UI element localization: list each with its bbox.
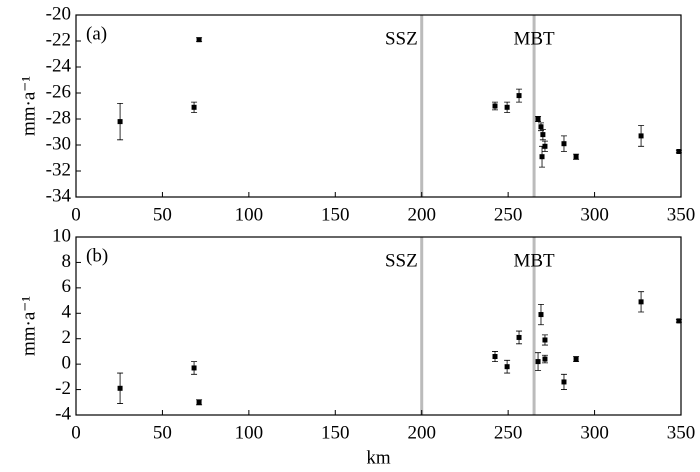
data-point	[676, 318, 682, 324]
x-axis-label: km	[366, 447, 391, 468]
y-tick-label: -24	[46, 55, 72, 76]
data-point	[117, 119, 123, 125]
x-tick-label: 200	[407, 422, 436, 443]
y-tick-label: -22	[46, 29, 71, 50]
y-tick-label: -30	[46, 133, 71, 154]
reference-label: SSZ	[385, 250, 418, 271]
plot-frame	[75, 236, 682, 416]
data-point	[539, 154, 545, 160]
data-point	[676, 149, 682, 154]
y-tick-label: 8	[62, 251, 72, 272]
data-point	[191, 104, 197, 110]
x-tick-label: 100	[235, 204, 264, 225]
y-tick-label: 6	[62, 276, 72, 297]
data-point	[573, 154, 579, 160]
data-point	[538, 124, 544, 130]
x-tick-label: 300	[580, 204, 609, 225]
data-point	[191, 365, 197, 371]
data-point	[196, 399, 202, 405]
reference-label: MBT	[513, 28, 555, 49]
y-axis-label: mm·a⁻¹	[18, 296, 39, 356]
x-tick-label: 250	[494, 422, 523, 443]
x-tick-label: 250	[494, 204, 523, 225]
y-tick-label: 4	[62, 302, 72, 323]
y-tick-label: 0	[62, 353, 72, 374]
x-tick-label: 0	[71, 422, 81, 443]
x-tick-label: 350	[667, 204, 696, 225]
x-tick-label: 50	[153, 204, 172, 225]
x-tick-label: 150	[321, 204, 350, 225]
y-tick-label: -34	[46, 185, 72, 206]
panel-label: (b)	[86, 245, 108, 266]
x-tick-label: 100	[235, 422, 264, 443]
y-tick-label: -28	[46, 107, 71, 128]
y-axis-label: mm·a⁻¹	[18, 76, 39, 136]
y-tick-label: 10	[52, 225, 71, 246]
y-tick-label: -4	[55, 403, 71, 424]
x-tick-label: 200	[407, 204, 436, 225]
data-point	[535, 359, 541, 365]
x-tick-label: 50	[153, 422, 172, 443]
data-point	[638, 133, 644, 139]
data-point	[516, 93, 522, 99]
y-tick-label: -26	[46, 81, 71, 102]
data-point	[492, 103, 498, 109]
y-tick-label: -2	[55, 378, 71, 399]
reference-label: MBT	[513, 250, 555, 271]
data-point	[492, 354, 498, 360]
reference-label: SSZ	[385, 28, 418, 49]
data-point	[561, 379, 567, 385]
data-point	[542, 356, 548, 362]
data-point	[542, 337, 548, 343]
data-point	[516, 334, 522, 340]
y-tick-label: -20	[46, 3, 71, 24]
data-point	[540, 132, 546, 138]
y-tick-label: 2	[62, 327, 72, 348]
x-tick-label: 350	[667, 422, 696, 443]
x-tick-label: 150	[321, 422, 350, 443]
data-point	[638, 299, 644, 305]
y-tick-label: -32	[46, 159, 71, 180]
x-tick-label: 0	[71, 204, 81, 225]
x-tick-label: 300	[580, 422, 609, 443]
data-point	[504, 104, 510, 110]
data-point	[573, 356, 579, 362]
data-point	[196, 37, 202, 43]
data-point	[117, 385, 123, 391]
data-point	[538, 312, 544, 318]
panel-label: (a)	[86, 23, 107, 44]
data-point	[561, 141, 567, 147]
data-point	[535, 116, 541, 122]
plot-frame	[75, 14, 682, 198]
data-point	[504, 364, 510, 370]
